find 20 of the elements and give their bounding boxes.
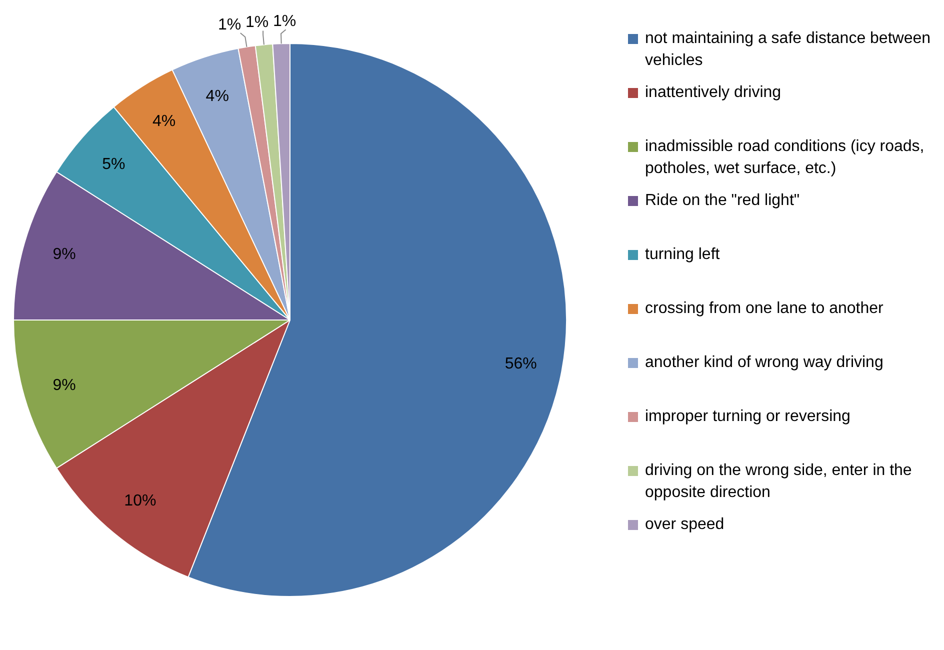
data-label: 56% xyxy=(504,355,537,372)
data-label: 4% xyxy=(206,88,229,105)
data-label: 4% xyxy=(152,112,176,130)
legend-label: over speed xyxy=(645,515,724,535)
data-label: 5% xyxy=(102,156,126,173)
legend-label: turning left xyxy=(645,245,720,265)
legend-label: another kind of wrong way driving xyxy=(645,353,884,373)
data-label: 10% xyxy=(124,492,156,510)
data-label: 9% xyxy=(52,246,76,263)
data-label: 1% xyxy=(273,13,296,30)
data-label: 1% xyxy=(218,16,242,34)
legend-label: Ride on the "red light" xyxy=(645,191,800,211)
legend-label: not maintaining a safe distance between vehicles xyxy=(645,29,932,71)
data-label: 1% xyxy=(245,14,269,32)
legend-label: inadmissible road conditions (icy roads, potholes, wet surface, etc.) xyxy=(645,137,926,179)
legend-label: crossing from one lane to another xyxy=(645,299,884,319)
legend-label: inattentively driving xyxy=(645,83,782,103)
legend-label: driving on the wrong side, enter in the opposite direction xyxy=(645,461,913,503)
data-label: 9% xyxy=(52,376,76,394)
legend-label: improper turning or reversing xyxy=(645,407,850,427)
